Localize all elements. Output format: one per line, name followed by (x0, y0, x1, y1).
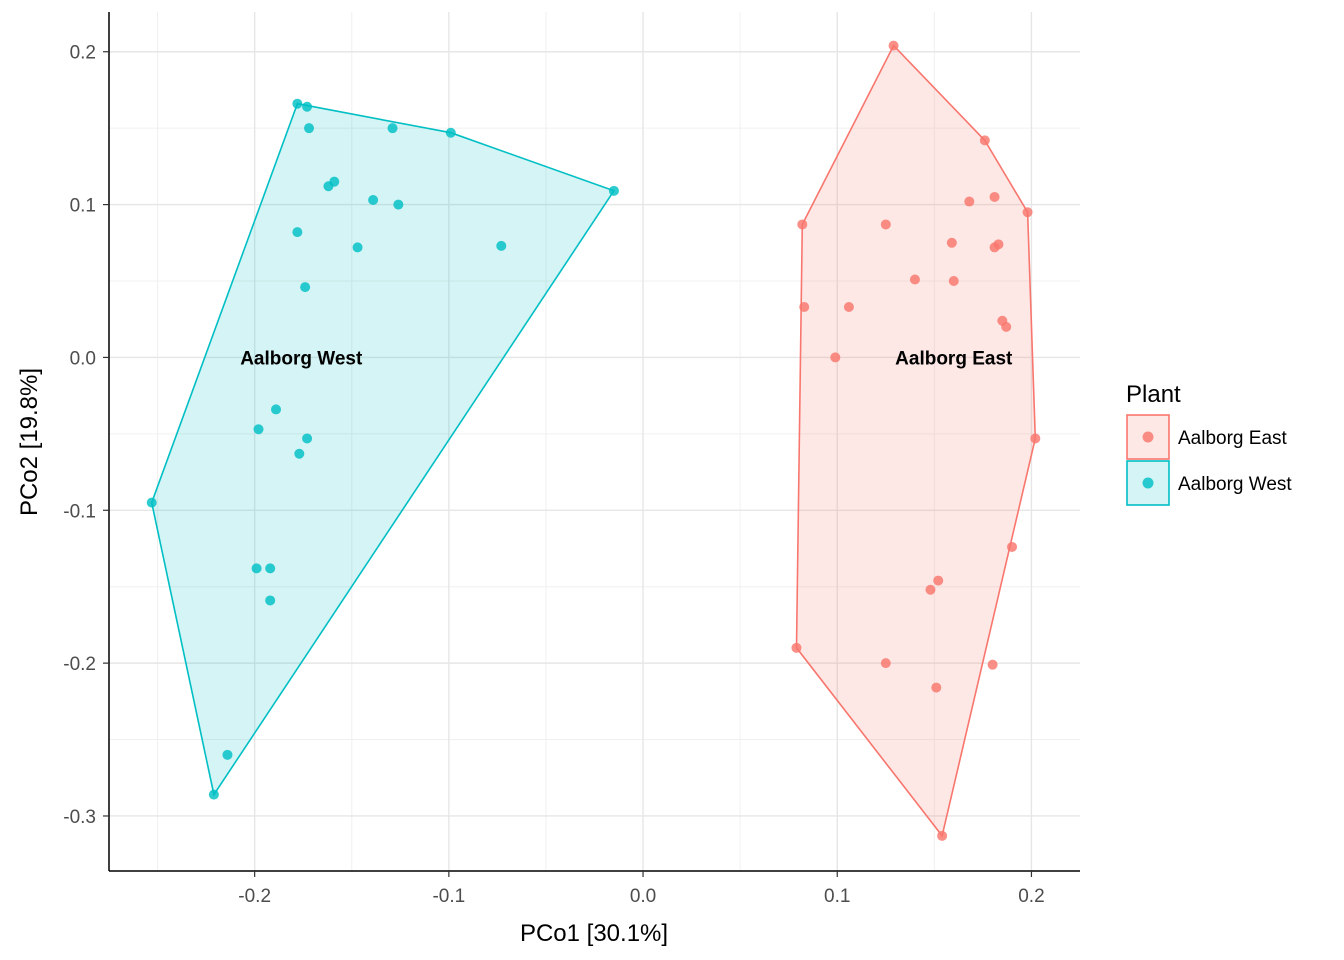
point-aalborg-west (387, 123, 398, 134)
point-aalborg-west (302, 433, 313, 444)
point-aalborg-east (937, 830, 948, 841)
point-aalborg-west (368, 195, 379, 206)
axes (108, 12, 1080, 872)
point-aalborg-east (987, 659, 998, 670)
y-tick-label: -0.2 (63, 654, 96, 675)
point-aalborg-west (300, 282, 311, 293)
point-aalborg-east (888, 40, 899, 51)
point-aalborg-west (323, 181, 334, 192)
legend: Plant Aalborg East Aalborg West (1126, 381, 1292, 506)
y-tick-label: -0.3 (63, 807, 96, 828)
point-aalborg-west (292, 98, 303, 109)
y-tick-label: -0.1 (63, 501, 96, 522)
point-aalborg-west (294, 448, 305, 459)
legend-title: Plant (1126, 381, 1181, 408)
y-tick-label: 0.2 (70, 43, 96, 64)
x-tick-label: -0.1 (432, 886, 465, 907)
point-aalborg-west (253, 424, 264, 435)
point-aalborg-east (1022, 207, 1033, 218)
point-aalborg-west (292, 227, 303, 238)
point-aalborg-west (222, 749, 233, 760)
point-aalborg-west (208, 789, 219, 800)
point-aalborg-east (791, 642, 802, 653)
point-aalborg-west (608, 185, 619, 196)
point-aalborg-east (1001, 321, 1012, 332)
point-aalborg-west (265, 563, 276, 574)
point-aalborg-east (989, 191, 1000, 202)
hull-aalborg-east (795, 44, 1037, 838)
group-labels: Aalborg East Aalborg West (240, 348, 1013, 369)
x-axis-ticks: -0.2 -0.1 0.0 0.1 0.2 (238, 871, 1045, 907)
point-aalborg-west (352, 242, 363, 253)
x-tick-label: 0.1 (824, 886, 850, 907)
point-aalborg-east (799, 301, 810, 312)
x-tick-label: -0.2 (238, 886, 271, 907)
point-aalborg-east (797, 219, 808, 230)
point-aalborg-east (843, 301, 854, 312)
point-aalborg-east (933, 575, 944, 586)
point-aalborg-east (1007, 541, 1018, 552)
point-aalborg-west (496, 240, 507, 251)
point-aalborg-west (393, 199, 404, 210)
group-hulls (150, 44, 1037, 838)
point-aalborg-west (271, 404, 282, 415)
point-aalborg-west (304, 123, 315, 134)
point-aalborg-east (880, 658, 891, 669)
point-aalborg-east (909, 274, 920, 285)
point-aalborg-east (979, 135, 990, 146)
legend-label: Aalborg East (1178, 428, 1288, 449)
legend-label: Aalborg West (1178, 474, 1292, 495)
point-aalborg-east (931, 682, 942, 693)
point-aalborg-west (445, 127, 456, 138)
major-gridlines (109, 12, 1080, 871)
point-aalborg-east (948, 276, 959, 287)
y-tick-label: 0.1 (70, 196, 96, 217)
point-aalborg-east (1030, 433, 1041, 444)
legend-point-marker (1142, 477, 1154, 489)
x-tick-label: 0.0 (630, 886, 656, 907)
legend-point-marker (1142, 431, 1154, 443)
point-aalborg-east (946, 237, 957, 248)
x-axis-title: PCo1 [30.1%] (520, 920, 668, 947)
point-aalborg-west (302, 101, 313, 112)
point-aalborg-east (880, 219, 891, 230)
data-points (146, 40, 1041, 841)
point-aalborg-east (989, 242, 1000, 253)
point-aalborg-west (265, 595, 276, 606)
point-aalborg-east (830, 352, 841, 363)
point-aalborg-west (251, 563, 262, 574)
minor-gridlines (109, 12, 1080, 871)
point-aalborg-east (925, 584, 936, 595)
y-axis-ticks: 0.2 0.1 0.0 -0.1 -0.2 -0.3 (63, 43, 109, 828)
group-label-aalborg-east: Aalborg East (895, 348, 1013, 369)
x-tick-label: 0.2 (1018, 886, 1044, 907)
legend-items: Aalborg East Aalborg West (1126, 414, 1292, 506)
hull-aalborg-west (150, 102, 616, 797)
y-axis-title: PCo2 [19.8%] (16, 368, 43, 516)
y-tick-label: 0.0 (70, 348, 96, 369)
group-label-aalborg-west: Aalborg West (240, 348, 363, 369)
point-aalborg-east (964, 196, 975, 207)
point-aalborg-west (146, 497, 157, 508)
